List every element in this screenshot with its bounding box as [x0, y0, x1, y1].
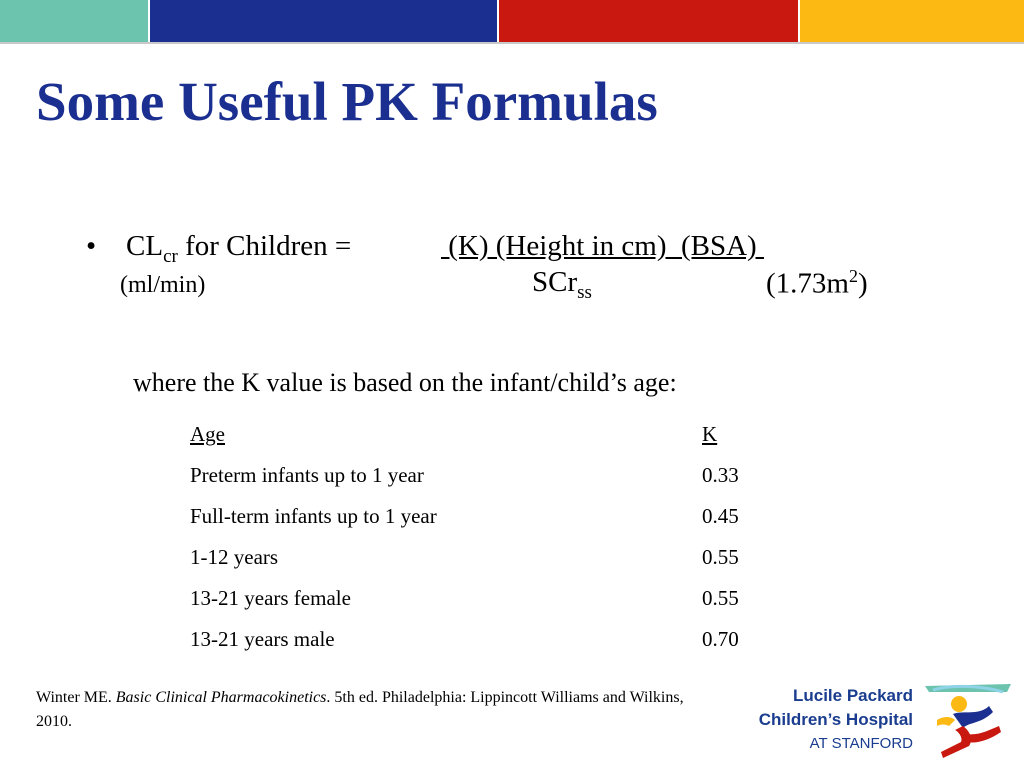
- child-figure-icon: [925, 684, 1011, 758]
- logo-line-1: Lucile Packard: [792, 686, 913, 705]
- citation-suffix: . 5th ed. Philadelphia: Lippincott Willi…: [36, 689, 684, 730]
- table-row: 1-12 years 0.55: [190, 545, 810, 579]
- color-bar-gold: [800, 0, 1024, 42]
- citation-prefix: Winter ME.: [36, 689, 116, 706]
- scr-main: SCr: [532, 266, 578, 298]
- formula-lhs-rest: for Children =: [177, 230, 352, 262]
- clcr-main: CL: [126, 230, 164, 262]
- formula-units: (ml/min): [120, 272, 206, 298]
- logo-line-3: AT STANFORD: [809, 735, 913, 752]
- formula-bsa-divisor: (1.73m2): [766, 266, 868, 301]
- table-row: 13-21 years female 0.55: [190, 586, 810, 620]
- age-cell: 1-12 years: [190, 545, 279, 569]
- table-row: 13-21 years male 0.70: [190, 627, 810, 661]
- citation: Winter ME. Basic Clinical Pharmacokineti…: [36, 686, 686, 734]
- k-value-note: where the K value is based on the infant…: [133, 368, 677, 397]
- bsa-close: ): [857, 267, 868, 300]
- table-row: Preterm infants up to 1 year 0.33: [190, 463, 810, 497]
- color-bar-navy: [150, 0, 497, 42]
- formula-numerator: (K) (Height in cm) (BSA): [441, 230, 764, 262]
- color-bar-red: [499, 0, 798, 42]
- top-bar-divider: [0, 42, 1024, 44]
- bsa-base: (1.73m: [766, 267, 849, 300]
- scr-subscript: ss: [577, 281, 592, 303]
- clcr-subscript: cr: [163, 245, 178, 267]
- age-column-header: Age: [190, 422, 225, 446]
- table-header-row: Age K: [190, 422, 810, 456]
- logo-line-2: Children’s Hospital: [758, 710, 913, 729]
- k-cell: 0.45: [702, 504, 739, 528]
- color-bar-teal: [0, 0, 148, 42]
- table-row: Full-term infants up to 1 year 0.45: [190, 504, 810, 538]
- hospital-logo: Lucile Packard Children’s Hospital AT ST…: [755, 680, 1024, 766]
- citation-book-title: Basic Clinical Pharmacokinetics: [115, 689, 327, 706]
- age-cell: 13-21 years male: [190, 627, 335, 651]
- age-cell: Full-term infants up to 1 year: [190, 504, 437, 528]
- formula-line: •: [86, 230, 96, 263]
- k-cell: 0.55: [702, 586, 739, 610]
- k-cell: 0.70: [702, 627, 739, 651]
- bullet: •: [86, 230, 97, 262]
- age-cell: 13-21 years female: [190, 586, 351, 610]
- k-column-header: K: [702, 422, 718, 446]
- bsa-superscript: 2: [848, 266, 858, 286]
- formula-denominator: SCrss: [532, 266, 592, 304]
- top-color-bar: [0, 0, 1024, 44]
- k-cell: 0.33: [702, 463, 739, 487]
- k-cell: 0.55: [702, 545, 739, 569]
- slide-title: Some Useful PK Formulas: [36, 71, 658, 132]
- formula-lhs: CLcr for Children =: [126, 230, 351, 268]
- age-cell: Preterm infants up to 1 year: [190, 463, 424, 487]
